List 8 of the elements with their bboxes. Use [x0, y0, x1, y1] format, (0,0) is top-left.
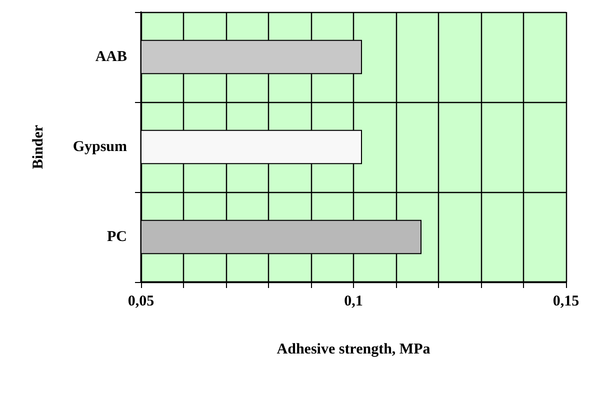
y-tick-label: PC — [107, 229, 127, 245]
x-tick-label: 0,05 — [128, 294, 154, 310]
y-tick-label: AAB — [95, 49, 127, 65]
y-tick-label: Gypsum — [72, 139, 128, 155]
x-axis-title: Adhesive strength, MPa — [276, 342, 431, 358]
y-axis-title: Binder — [30, 124, 46, 170]
x-tick-label: 0,15 — [552, 294, 580, 310]
x-tick-label: 0,1 — [344, 294, 363, 310]
